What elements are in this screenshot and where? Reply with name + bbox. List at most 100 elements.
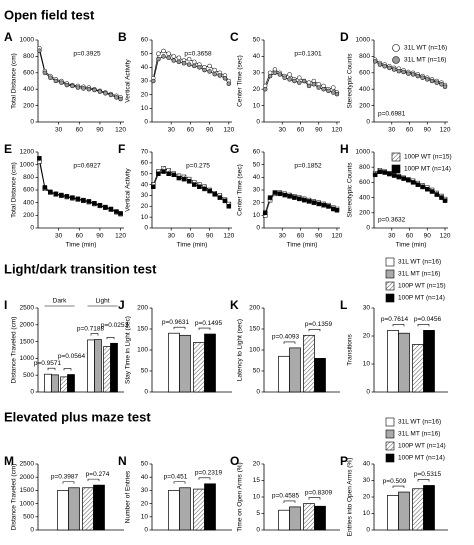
point [311, 82, 317, 87]
point [439, 82, 444, 87]
legend-label: 31L MT (n=16) [398, 431, 440, 438]
point [292, 78, 297, 84]
bar [314, 358, 326, 393]
point [401, 69, 406, 75]
point [191, 63, 197, 69]
point [70, 195, 75, 200]
point [64, 194, 70, 199]
series-line [264, 72, 338, 95]
point [406, 71, 411, 76]
bracket [417, 324, 430, 327]
point [217, 73, 223, 78]
point [75, 196, 81, 202]
legend-swatch [385, 441, 395, 451]
y-tick-label: 40 [141, 181, 149, 188]
point [292, 195, 297, 200]
x-tick-label: 120 [115, 233, 126, 240]
point [434, 80, 440, 85]
x-tick-label: 90 [424, 233, 432, 240]
point [171, 172, 177, 178]
y-axis-label: Stereotypic Counts [347, 53, 354, 109]
point [377, 169, 383, 175]
p-value: p=0.274 [86, 471, 110, 478]
bracket [308, 329, 321, 332]
p-value: p=0.3632 [378, 217, 406, 224]
point [326, 88, 331, 94]
x-tick-label: 60 [297, 127, 305, 134]
point [212, 71, 217, 77]
p-value: p=0.1301 [294, 51, 322, 58]
panel-letter: D [340, 30, 349, 44]
point [425, 77, 430, 82]
bracket [173, 481, 186, 484]
point [396, 68, 402, 74]
panel-letter: F [118, 142, 125, 156]
point [401, 176, 406, 181]
point [42, 185, 48, 190]
point [48, 189, 53, 195]
point [97, 202, 103, 208]
point [287, 194, 292, 199]
point [114, 95, 119, 100]
y-tick-label: 1000 [20, 161, 35, 168]
series-line [264, 192, 338, 213]
y-tick-label: 20 [253, 199, 261, 206]
x-tick-label: 90 [96, 233, 104, 240]
p-value: p=0.2319 [195, 470, 223, 477]
legend-label: 100P WT (n=15) [404, 154, 452, 161]
point [197, 65, 202, 70]
point [151, 184, 156, 189]
point [406, 177, 411, 183]
point [382, 63, 387, 69]
x-tick-label: 120 [223, 127, 234, 134]
y-tick-label: 20 [141, 91, 149, 98]
point [166, 55, 171, 61]
panel-letter: P [340, 454, 348, 468]
point [181, 176, 187, 182]
y-tick-label: 800 [23, 53, 34, 60]
point [212, 67, 217, 73]
bracket [198, 477, 211, 480]
y-tick-label: 0 [30, 225, 34, 232]
point [301, 197, 307, 203]
bracket [417, 479, 430, 482]
point [415, 182, 421, 187]
p-value: p=0.7188 [77, 325, 105, 332]
bar [68, 487, 80, 531]
y-tick-label: 50 [253, 368, 261, 375]
y-axis-label: Vertical Activity [125, 168, 132, 212]
series-line [375, 169, 446, 200]
y-tick-label: 200 [23, 212, 34, 219]
point [176, 175, 182, 181]
point [277, 72, 283, 77]
bar [289, 347, 301, 393]
point [161, 54, 166, 59]
y-axis-label: Stay Time in Light (sec) [125, 316, 132, 384]
panel-letter: A [4, 30, 13, 44]
point [176, 55, 182, 61]
y-tick-label: 20 [253, 461, 261, 468]
bracket [283, 341, 296, 344]
y-tick-label: 60 [141, 160, 149, 167]
x-tick-label: 120 [332, 127, 343, 134]
x-tick-label: 90 [206, 127, 214, 134]
category-label: Light [95, 298, 109, 305]
point [37, 156, 42, 161]
point [326, 204, 331, 209]
bracket [392, 324, 405, 327]
y-tick-label: 10 [253, 212, 261, 219]
x-tick-label: 60 [76, 233, 84, 240]
y-tick-label: 400 [23, 86, 34, 93]
bracket [392, 485, 405, 489]
p-value: p=0.1852 [294, 163, 322, 170]
point [282, 75, 287, 80]
x-tick-label: 60 [406, 233, 414, 240]
y-tick-label: 800 [359, 53, 370, 60]
point [53, 78, 59, 84]
y-tick-label: 0 [144, 225, 148, 232]
y-tick-label: 400 [359, 86, 370, 93]
y-tick-label: 0 [144, 527, 148, 534]
point [86, 199, 92, 204]
point [272, 190, 278, 195]
